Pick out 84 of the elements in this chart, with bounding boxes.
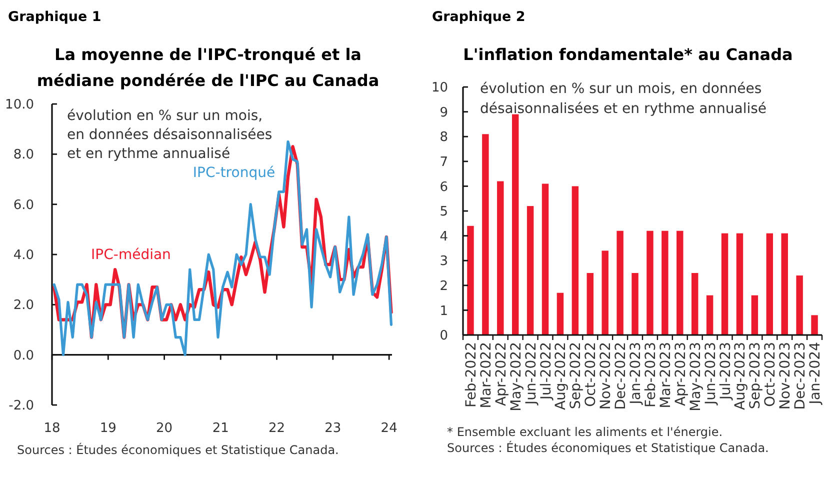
y-tick-label: 8 <box>440 130 448 146</box>
y-tick-label: 5 <box>440 204 448 220</box>
x-tick-label: May-2023 <box>688 342 704 412</box>
x-tick-label: 18 <box>44 421 60 436</box>
x-tick-label: 19 <box>100 421 116 436</box>
x-tick-label: Mar-2023 <box>658 342 674 408</box>
x-tick-label: Jul-2022 <box>538 342 554 401</box>
x-tick-label: Nov-2023 <box>778 342 794 410</box>
y-tick-label: 7 <box>440 154 448 170</box>
bar <box>706 295 714 335</box>
x-tick-label: Dec-2023 <box>792 342 809 410</box>
y-tick-label: 0 <box>440 328 448 344</box>
x-tick-label: Oct-2022 <box>583 342 600 407</box>
chart-title: La moyenne de l'IPC-tronqué et la médiane pondérée de l'IPC au Canada <box>36 45 380 90</box>
bar <box>721 233 728 335</box>
x-tick-label: Jun-2022 <box>523 342 540 406</box>
x-tick-label: Aug-2022 <box>553 342 570 410</box>
text: * Ensemble excluant les aliments et l'énergie. <box>447 425 723 439</box>
bar <box>781 233 788 335</box>
x-tick-label: Sep-2023 <box>748 342 764 410</box>
x-tick-label: Oct-2023 <box>762 342 779 407</box>
source-note: Sources : Études économiques et Statistique Canada. <box>17 442 339 457</box>
x-tick-label: Sep-2022 <box>568 342 584 410</box>
y-tick-label: 6.0 <box>13 198 34 213</box>
x-tick-label: Apr-2023 <box>672 342 689 406</box>
y-tick-label: 2.0 <box>13 298 34 314</box>
bar <box>676 230 684 335</box>
bar <box>482 134 489 335</box>
chart-title: L'inflation fondamentale* au Canada <box>463 45 793 64</box>
text: Graphique 2 <box>432 9 526 25</box>
x-tick-label: 24 <box>380 421 398 436</box>
bar <box>586 273 594 335</box>
bar <box>526 206 534 335</box>
bar <box>662 230 668 335</box>
x-tick-label: Feb-2023 <box>642 342 659 408</box>
bar <box>556 292 564 335</box>
x-tick-label: Apr-2022 <box>493 342 510 406</box>
x-tick-label: 20 <box>156 421 173 436</box>
x-tick-label: Jan-2024 <box>808 342 824 406</box>
bar <box>691 273 698 335</box>
y-tick-label: 10.0 <box>5 98 34 113</box>
bar <box>572 186 579 335</box>
bar <box>602 250 608 335</box>
bar <box>736 233 744 335</box>
y-tick-label: 9 <box>440 105 448 120</box>
bar <box>751 295 758 335</box>
bar <box>467 226 474 335</box>
x-tick-label: Feb-2022 <box>463 342 480 408</box>
y-tick-label: 4 <box>440 229 448 244</box>
bar <box>616 230 624 335</box>
y-tick-label: 8.0 <box>13 148 34 163</box>
x-tick-label: Jun-2023 <box>702 342 719 406</box>
series-label: IPC-tronqué <box>192 165 276 181</box>
y-tick-label: 2 <box>440 278 448 294</box>
y-tick-label: -2.0 <box>8 398 34 414</box>
x-tick-label: Nov-2022 <box>598 342 614 410</box>
bar <box>497 181 504 335</box>
source-note: Sources : Études économiques et Statistique Canada. <box>447 440 769 455</box>
text: évolution en % sur un mois, en données désaisonnalisées et en rythme annualisé <box>67 108 272 162</box>
x-tick-label: Jul-2023 <box>718 342 734 401</box>
bar <box>542 184 549 335</box>
x-tick-label: 21 <box>212 421 229 436</box>
y-tick-label: 3 <box>440 254 448 270</box>
y-tick-label: 4.0 <box>13 248 34 264</box>
text: Graphique 1 <box>8 9 102 25</box>
x-tick-label: 23 <box>324 421 342 436</box>
y-tick-label: 1 <box>440 304 448 319</box>
y-tick-label: 6 <box>440 180 448 195</box>
bar <box>646 230 654 335</box>
bar <box>512 114 519 335</box>
x-tick-label: Jan-2023 <box>628 342 644 406</box>
bar <box>766 233 774 335</box>
x-tick-label: May-2022 <box>508 342 524 412</box>
y-tick-label: 10 <box>431 80 448 96</box>
x-tick-label: 22 <box>268 421 286 436</box>
x-tick-label: Dec-2022 <box>613 342 630 410</box>
bar <box>811 315 818 335</box>
x-tick-label: Mar-2022 <box>478 342 494 408</box>
series-label: IPC-médian <box>91 247 171 263</box>
bar <box>796 275 803 335</box>
bar <box>632 273 638 335</box>
chart-subtitle: évolution en % sur un mois, en données désaisonnalisées et en rythme annualisé <box>480 81 767 117</box>
x-tick-label: Aug-2023 <box>732 342 749 410</box>
y-tick-label: 0.0 <box>13 348 34 364</box>
